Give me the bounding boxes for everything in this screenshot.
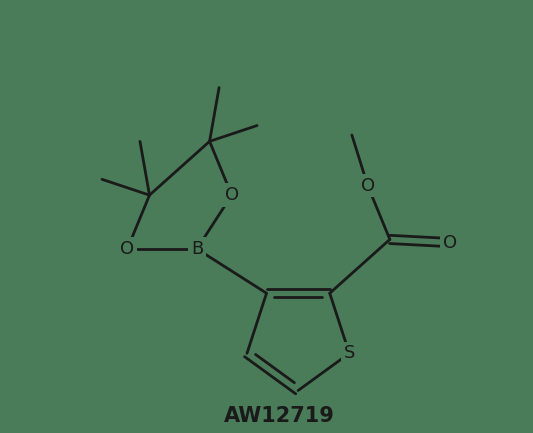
Text: O: O bbox=[443, 233, 457, 252]
Text: O: O bbox=[361, 177, 375, 195]
Text: O: O bbox=[120, 240, 134, 258]
Text: B: B bbox=[191, 240, 203, 258]
Text: AW12719: AW12719 bbox=[224, 406, 335, 426]
Text: O: O bbox=[225, 186, 239, 204]
Text: S: S bbox=[344, 344, 355, 362]
